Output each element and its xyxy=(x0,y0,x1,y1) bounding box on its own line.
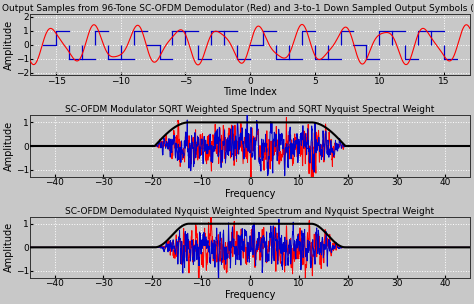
Title: SC-OFDM Demodulated Nyquist Weighted Spectrum and Nyquist Spectral Weight: SC-OFDM Demodulated Nyquist Weighted Spe… xyxy=(65,207,435,216)
Y-axis label: Amplitude: Amplitude xyxy=(4,19,14,70)
X-axis label: Frequency: Frequency xyxy=(225,290,275,300)
X-axis label: Time Index: Time Index xyxy=(223,87,277,97)
Y-axis label: Amplitude: Amplitude xyxy=(4,222,14,272)
Title: SC-OFDM Modulator SQRT Weighted Spectrum and SQRT Nyquist Spectral Weight: SC-OFDM Modulator SQRT Weighted Spectrum… xyxy=(65,105,435,115)
Title: Output Samples from 96-Tone SC-OFDM Demodulator (Red) and 3-to-1 Down Sampled Ou: Output Samples from 96-Tone SC-OFDM Demo… xyxy=(2,4,474,13)
X-axis label: Frequency: Frequency xyxy=(225,188,275,199)
Y-axis label: Amplitude: Amplitude xyxy=(4,121,14,171)
